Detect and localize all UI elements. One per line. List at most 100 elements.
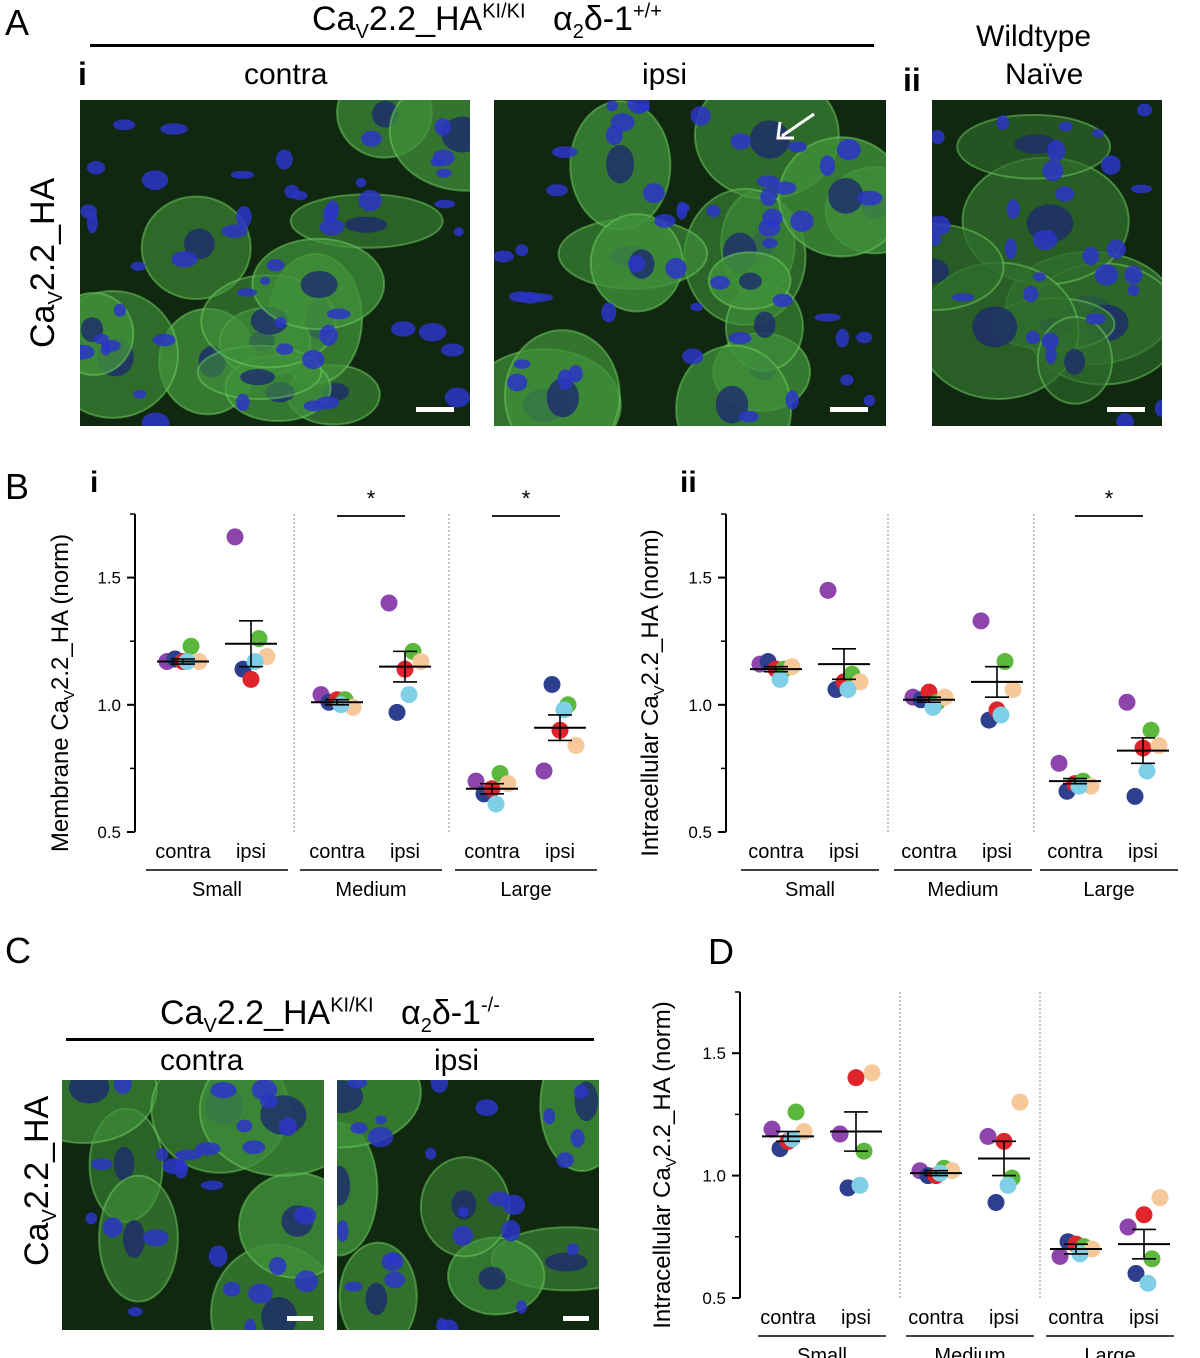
data-point xyxy=(1138,762,1156,780)
x-tick-label: ipsi xyxy=(982,841,1012,863)
data-point xyxy=(467,772,485,790)
group-label: Large xyxy=(500,879,551,901)
data-point xyxy=(226,528,244,546)
panel-a-header: CaV2.2_HAKI/KI α2δ-1+/+ xyxy=(312,0,662,43)
data-point xyxy=(972,612,990,630)
panel-c-contra-label: contra xyxy=(160,1044,244,1077)
group-label: Medium xyxy=(927,879,998,901)
y-tick-label: 1.5 xyxy=(702,1044,726,1063)
micrograph-a-ipsi xyxy=(494,100,886,426)
chart-sub-label: ii xyxy=(680,466,697,499)
data-point xyxy=(831,1125,849,1143)
chart-d: D 0.5 1.0 1.5 Intracellular CaV2.2_HA (norm)… xyxy=(640,930,1200,1358)
x-tick-label: contra xyxy=(760,1307,816,1329)
y-tick-label: 1.0 xyxy=(688,696,712,715)
x-tick-label: ipsi xyxy=(545,841,575,863)
group-label: Small xyxy=(192,879,242,901)
data-point xyxy=(380,594,398,612)
y-tick-label: 0.5 xyxy=(97,823,121,842)
data-point xyxy=(1135,1206,1153,1224)
group-label: Large xyxy=(1084,1345,1135,1358)
x-tick-label: ipsi xyxy=(989,1307,1019,1329)
data-point xyxy=(400,686,418,704)
naive-label: Naïve xyxy=(1005,58,1084,91)
data-point xyxy=(763,1120,781,1138)
data-point xyxy=(567,737,585,755)
x-tick-label: contra xyxy=(1048,1307,1104,1329)
x-tick-label: ipsi xyxy=(390,841,420,863)
panel-label-b: B xyxy=(5,466,30,507)
y-tick-label: 1.5 xyxy=(688,569,712,588)
data-point xyxy=(1004,681,1022,699)
panel-c-header-rule xyxy=(66,1038,594,1041)
data-point xyxy=(847,1069,865,1087)
scale-bar-c-ipsi xyxy=(563,1316,589,1321)
y-tick-label: 0.5 xyxy=(688,823,712,842)
data-point xyxy=(1127,1265,1145,1283)
x-tick-label: contra xyxy=(1047,841,1103,863)
x-tick-label: ipsi xyxy=(1129,1307,1159,1329)
scale-bar-a-contra xyxy=(416,407,454,412)
data-point xyxy=(242,670,260,688)
x-tick-label: contra xyxy=(309,841,365,863)
panel-label-a: A xyxy=(5,2,30,43)
data-point xyxy=(1142,721,1160,739)
x-tick-label: contra xyxy=(901,841,957,863)
data-point xyxy=(839,681,857,699)
data-point xyxy=(863,1064,881,1082)
panel-a-contra-label: contra xyxy=(244,58,328,91)
x-tick-label: ipsi xyxy=(236,841,266,863)
data-point xyxy=(819,581,837,599)
data-point xyxy=(851,1176,869,1194)
data-point xyxy=(543,675,561,693)
scale-bar-c-contra xyxy=(287,1316,313,1321)
data-point xyxy=(1118,693,1136,711)
scale-bar-a-wildtype xyxy=(1107,407,1145,412)
panel-c-row-label: CaV2.2_HA xyxy=(18,1095,61,1266)
data-point xyxy=(924,698,942,716)
x-tick-label: ipsi xyxy=(829,841,859,863)
group-label: Medium xyxy=(934,1345,1005,1358)
data-point xyxy=(1011,1093,1029,1111)
significance-label: * xyxy=(1105,486,1114,511)
group-label: Medium xyxy=(335,879,406,901)
data-point xyxy=(535,762,553,780)
data-point xyxy=(1151,1189,1169,1207)
data-point xyxy=(1051,1247,1069,1265)
chart-panel-letter: D xyxy=(708,931,734,972)
group-label: Small xyxy=(785,879,835,901)
data-point xyxy=(783,1130,801,1148)
data-point xyxy=(246,653,264,671)
data-point xyxy=(182,637,200,655)
y-tick-label: 1.0 xyxy=(702,1167,726,1186)
data-point xyxy=(1050,754,1068,772)
data-point xyxy=(1139,1274,1157,1292)
y-tick-label: 0.5 xyxy=(702,1289,726,1308)
data-point xyxy=(1119,1218,1137,1236)
panel-label-c: C xyxy=(5,930,31,971)
panel-a-sub-ii: ii xyxy=(903,62,921,98)
x-tick-label: contra xyxy=(155,841,211,863)
white-arrow-icon xyxy=(776,112,815,140)
micrograph-a-contra xyxy=(80,100,470,426)
y-tick-label: 1.5 xyxy=(97,569,121,588)
data-point xyxy=(555,701,573,719)
x-tick-label: ipsi xyxy=(841,1307,871,1329)
group-label: Small xyxy=(797,1345,847,1358)
panel-a-sub-i: i xyxy=(78,56,87,92)
data-point xyxy=(388,703,406,721)
panel-c-header: CaV2.2_HAKI/KI α2δ-1-/- xyxy=(160,994,500,1037)
data-point xyxy=(999,1176,1017,1194)
chart-bi: i 0.5 1.0 1.5 Membrane CaV2.2_HA (norm) contr… xyxy=(40,466,610,906)
data-point xyxy=(987,1194,1005,1212)
panel-a-ipsi-label: ipsi xyxy=(642,58,688,91)
panel-a-header-rule xyxy=(90,44,874,47)
x-tick-label: contra xyxy=(908,1307,964,1329)
micrograph-c-ipsi xyxy=(337,1080,599,1330)
scale-bar-a-ipsi xyxy=(830,407,868,412)
chart-sub-label: i xyxy=(90,466,98,499)
data-point xyxy=(1126,787,1144,805)
significance-label: * xyxy=(367,486,376,511)
data-point xyxy=(936,688,954,706)
significance-label: * xyxy=(522,486,531,511)
